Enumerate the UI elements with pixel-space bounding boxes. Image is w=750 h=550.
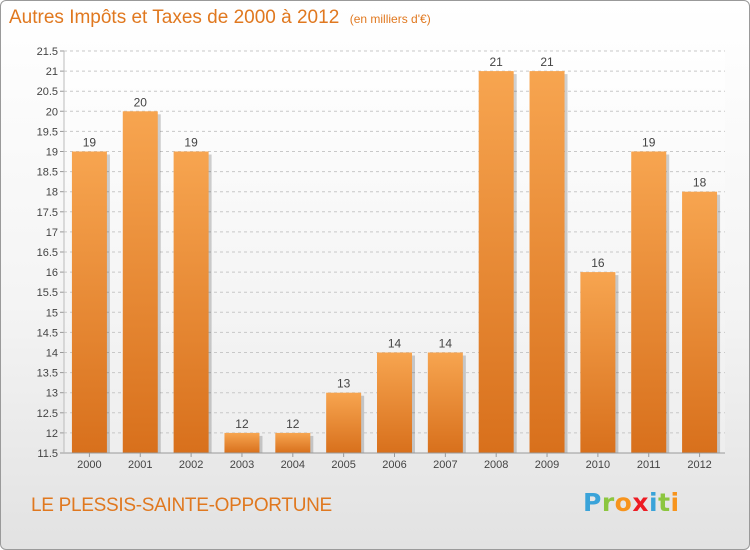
logo-letter: P (583, 488, 602, 517)
logo-letter: x (632, 488, 649, 517)
y-axis-ticks: 11.5 12 12.5 13 13.5 14 14.5 15 15.5 16 16.5 17 17.5… (37, 46, 64, 460)
x-axis-ticks: 2000 2001 2002 2003 2004 2005 2006 2007 2008 2009… (77, 453, 712, 471)
bar (224, 432, 260, 453)
y-tick-label: 18 (46, 187, 58, 199)
x-tick-label: 2008 (484, 459, 508, 471)
x-tick-label: 2002 (179, 459, 203, 471)
x-tick-label: 2006 (382, 459, 406, 471)
bar (122, 111, 158, 454)
x-tick-label: 2000 (77, 459, 101, 471)
y-tick-label: 16.5 (37, 247, 58, 259)
y-tick-label: 12 (46, 428, 58, 440)
y-tick-label: 14.5 (37, 327, 58, 339)
x-tick-label: 2009 (535, 459, 559, 471)
y-tick-label: 17 (46, 227, 58, 239)
bar-value-label: 18 (693, 176, 707, 190)
x-tick-label: 2005 (331, 459, 355, 471)
bar (275, 432, 311, 453)
x-tick-label: 2011 (637, 459, 661, 471)
y-tick-label: 11.5 (37, 448, 58, 460)
y-tick-label: 17.5 (37, 207, 58, 219)
bar (173, 151, 209, 453)
y-tick-label: 16 (46, 267, 58, 279)
y-tick-label: 15.5 (37, 287, 58, 299)
bars: 19 20 19 12 12 13 14 14 21 21 16 19 18 (71, 55, 721, 454)
y-tick-label: 13.5 (37, 368, 58, 380)
logo-letter: i (649, 488, 659, 517)
location-name: LE PLESSIS-SAINTE-OPPORTUNE (31, 495, 332, 516)
bar (326, 392, 362, 453)
y-tick-label: 21 (46, 66, 58, 78)
bar-value-label: 20 (134, 95, 148, 109)
bar-value-label: 19 (184, 136, 198, 150)
bar-value-label: 19 (83, 136, 97, 150)
bar (377, 352, 412, 453)
y-tick-label: 20.5 (37, 86, 58, 98)
x-tick-label: 2012 (687, 459, 711, 471)
x-tick-label: 2001 (128, 459, 152, 471)
x-tick-label: 2007 (433, 459, 457, 471)
y-tick-label: 19.5 (37, 126, 58, 138)
bar (631, 151, 667, 453)
title-row: Autres Impôts et Taxes de 2000 à 2012 (e… (9, 7, 431, 29)
logo-letter: r (601, 488, 615, 517)
y-tick-label: 12.5 (37, 408, 58, 420)
y-tick-label: 14 (46, 348, 58, 360)
logo-letter: i (670, 488, 680, 517)
x-tick-label: 2010 (586, 459, 610, 471)
chart-title: Autres Impôts et Taxes de 2000 à 2012 (9, 7, 340, 28)
y-tick-label: 15 (46, 307, 58, 319)
bar-value-label: 21 (490, 55, 504, 69)
bar (682, 191, 718, 453)
bar (478, 71, 514, 453)
bar (427, 352, 463, 453)
bar-value-label: 12 (235, 417, 249, 431)
y-tick-label: 13 (46, 388, 58, 400)
bar-value-label: 14 (388, 337, 402, 351)
proxiti-logo[interactable]: Proxiti (583, 488, 680, 517)
bar-value-label: 19 (642, 136, 656, 150)
bar (71, 151, 107, 453)
bar-value-label: 16 (591, 256, 605, 270)
bar-value-label: 14 (439, 337, 453, 351)
y-tick-label: 20 (46, 106, 58, 118)
logo-letter: t (658, 488, 671, 517)
y-tick-label: 19 (46, 147, 58, 159)
chart-subtitle: (en milliers d'€) (349, 12, 431, 26)
bar-value-label: 12 (286, 417, 300, 431)
bar (580, 272, 616, 453)
x-tick-label: 2004 (281, 459, 305, 471)
y-tick-label: 18.5 (37, 167, 58, 179)
y-tick-label: 21.5 (37, 46, 58, 58)
logo-letter: o (614, 488, 633, 517)
bar (529, 71, 565, 453)
bar-value-label: 13 (337, 377, 351, 391)
x-tick-label: 2003 (230, 459, 254, 471)
bar-value-label: 21 (540, 55, 554, 69)
